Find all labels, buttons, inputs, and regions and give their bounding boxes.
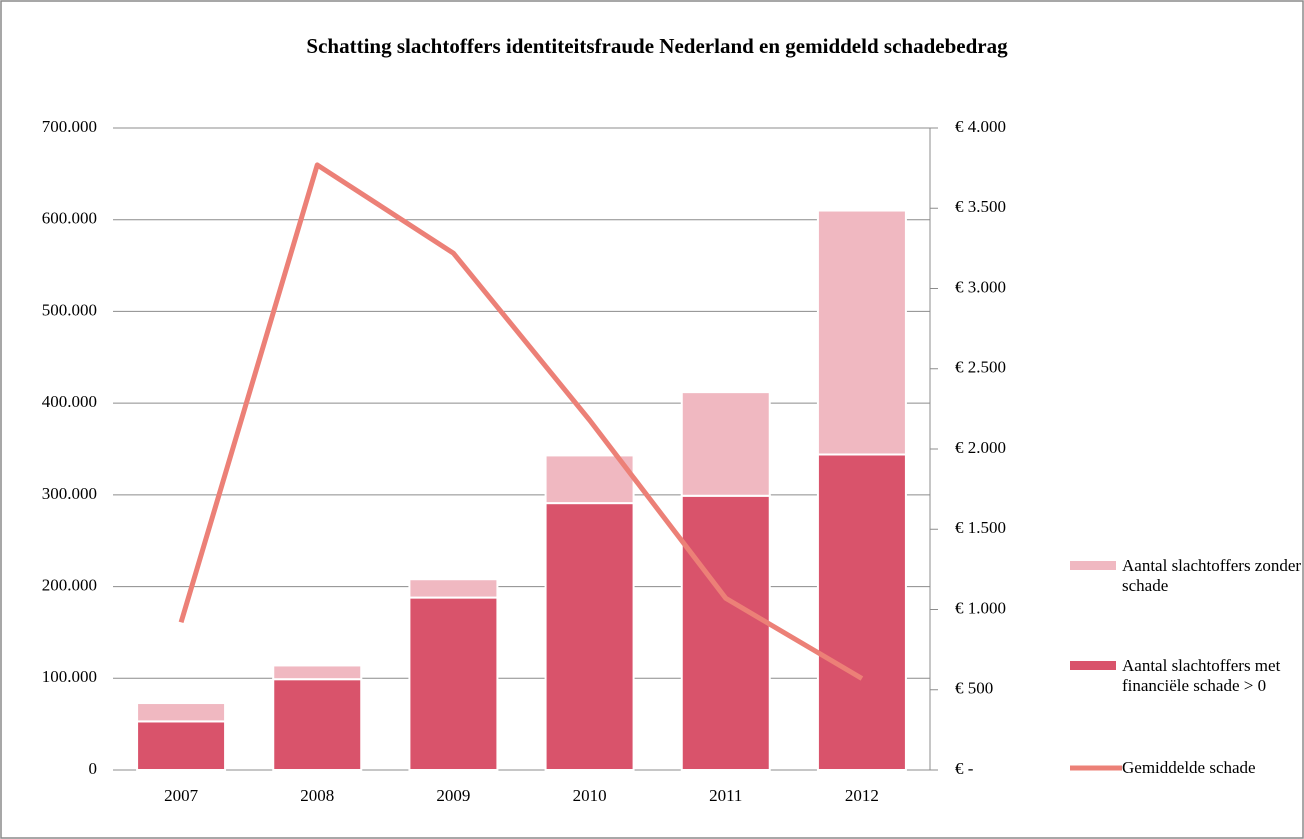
x-tick-label: 2007: [164, 786, 199, 805]
y-tick-label: 200.000: [42, 575, 97, 594]
y-tick-label: 600.000: [42, 209, 97, 228]
y2-tick-label: € -: [955, 759, 974, 778]
bar: [544, 502, 635, 771]
bar: [816, 453, 907, 771]
line: [178, 162, 864, 681]
x-tick-label: 2011: [709, 786, 742, 805]
y2-tick-label: € 4.000: [955, 117, 1006, 136]
legend-swatch: [1070, 661, 1116, 670]
y-tick-label: 700.000: [42, 117, 97, 136]
y2-tick-label: € 1.000: [955, 598, 1006, 617]
bar: [816, 209, 907, 456]
y2-tick-label: € 3.000: [955, 277, 1006, 296]
bar: [272, 678, 363, 772]
y2-tick-label: € 1.500: [955, 518, 1006, 537]
x-tick-label: 2008: [300, 786, 334, 805]
x-tick-label: 2009: [436, 786, 470, 805]
bar: [680, 494, 771, 771]
x-tick-label: 2012: [845, 786, 879, 805]
bar: [544, 454, 635, 505]
legend-label: Gemiddelde schade: [1122, 758, 1256, 777]
bar: [272, 664, 363, 681]
legend-swatch: [1070, 561, 1116, 570]
chart-title: Schatting slachtoffers identiteitsfraude…: [306, 34, 1008, 58]
y-tick-label: 100.000: [42, 667, 97, 686]
y2-tick-label: € 3.500: [955, 197, 1006, 216]
y-tick-label: 300.000: [42, 484, 97, 503]
y2-tick-label: € 500: [955, 679, 993, 698]
bar: [136, 720, 227, 771]
y2-tick-label: € 2.000: [955, 438, 1006, 457]
legend-label: Aantal slachtoffers zonder schade: [1122, 556, 1302, 595]
bar: [136, 702, 227, 723]
y-tick-label: 0: [89, 759, 98, 778]
bar: [408, 596, 499, 771]
y-tick-label: 400.000: [42, 392, 97, 411]
legend-label: Aantal slachtoffers met financiële schad…: [1122, 656, 1281, 695]
bar: [680, 391, 771, 497]
y2-tick-label: € 2.500: [955, 358, 1006, 377]
x-tick-label: 2010: [573, 786, 607, 805]
bar: [408, 578, 499, 599]
y-tick-label: 500.000: [42, 300, 97, 319]
